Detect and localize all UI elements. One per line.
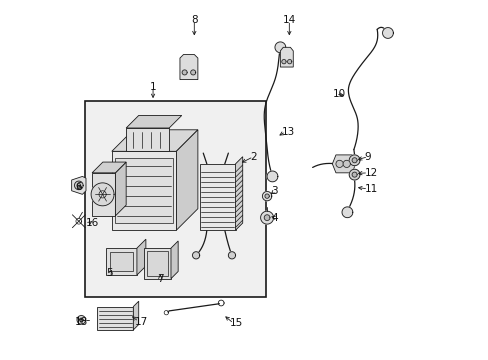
Bar (110, 252, 133, 271)
Polygon shape (190, 70, 195, 75)
Polygon shape (72, 176, 86, 194)
Polygon shape (264, 194, 269, 198)
Polygon shape (112, 130, 198, 151)
Polygon shape (223, 166, 233, 176)
Polygon shape (126, 116, 182, 128)
Text: 14: 14 (282, 15, 295, 26)
Polygon shape (264, 215, 269, 221)
Polygon shape (92, 162, 126, 173)
Text: 9: 9 (364, 152, 370, 162)
Text: 5: 5 (106, 268, 113, 278)
Polygon shape (180, 54, 198, 80)
Polygon shape (351, 158, 356, 163)
Text: 4: 4 (271, 213, 278, 222)
Polygon shape (228, 252, 235, 259)
Polygon shape (80, 318, 83, 321)
Polygon shape (235, 157, 242, 230)
Polygon shape (97, 307, 133, 330)
Polygon shape (280, 47, 293, 67)
Polygon shape (348, 155, 359, 166)
Polygon shape (171, 241, 178, 279)
Text: 16: 16 (86, 218, 99, 228)
Polygon shape (262, 192, 271, 201)
Text: 7: 7 (156, 274, 163, 284)
Bar (115, 158, 172, 223)
Polygon shape (144, 248, 171, 279)
Polygon shape (351, 172, 356, 177)
Text: 12: 12 (364, 168, 377, 178)
Text: 2: 2 (249, 152, 256, 162)
Polygon shape (77, 316, 85, 324)
Polygon shape (182, 70, 187, 75)
Polygon shape (281, 59, 285, 64)
Bar (147, 251, 168, 276)
Text: 17: 17 (135, 317, 148, 327)
Polygon shape (91, 183, 114, 206)
Polygon shape (192, 252, 199, 259)
Polygon shape (266, 171, 277, 182)
Polygon shape (274, 42, 285, 53)
Polygon shape (137, 239, 145, 275)
Polygon shape (382, 28, 392, 39)
Polygon shape (199, 164, 235, 230)
Text: 13: 13 (282, 127, 295, 136)
Polygon shape (335, 160, 343, 167)
Polygon shape (287, 59, 291, 64)
Polygon shape (126, 128, 169, 151)
Text: 11: 11 (364, 184, 377, 194)
Polygon shape (133, 301, 139, 330)
Text: 10: 10 (332, 89, 345, 99)
Polygon shape (341, 207, 352, 218)
Polygon shape (343, 160, 349, 167)
Polygon shape (348, 169, 359, 180)
Text: 18: 18 (75, 317, 88, 327)
Bar (85, 101, 265, 297)
Polygon shape (332, 155, 355, 173)
Polygon shape (112, 151, 176, 230)
Text: 1: 1 (149, 82, 156, 92)
Text: 6: 6 (75, 182, 81, 192)
Polygon shape (260, 211, 273, 224)
Polygon shape (176, 130, 198, 230)
Text: 8: 8 (191, 15, 197, 26)
Polygon shape (77, 184, 81, 187)
Text: 3: 3 (271, 186, 278, 196)
Polygon shape (92, 173, 115, 216)
Polygon shape (74, 181, 83, 190)
Polygon shape (106, 248, 137, 275)
Polygon shape (115, 162, 126, 216)
Text: 15: 15 (230, 319, 243, 328)
